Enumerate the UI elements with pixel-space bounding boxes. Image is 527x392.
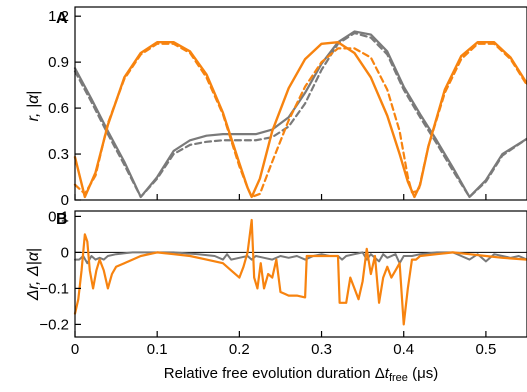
panel-a-ytick-label: 0: [61, 192, 69, 209]
panel-b-label: B: [56, 211, 68, 228]
panel-a-ytick-label: 0.6: [48, 100, 69, 117]
panel-a-series: [73, 30, 527, 199]
panel-b-xtick-label: 0.4: [393, 341, 414, 358]
panel-b-xtick-label: 0: [71, 341, 79, 358]
panel-a-frame: [74, 6, 527, 201]
panel-b-ylabel: Δr, Δ|α|: [25, 248, 42, 301]
panel-b: B −0.2−0.100.10 0.1 0.2 0.3 0.4 0.5 Δr, Δ|α| …: [25, 208, 527, 384]
panel-a-ticks: 0 0.3 0.6 0.9 1.2: [48, 8, 487, 209]
panel-b-xtick-label: 0.3: [311, 341, 332, 358]
panel-b-xtick-label: 0.1: [147, 341, 168, 358]
panel-a-label: A: [56, 10, 68, 27]
panel-b-ticks: −0.2 −0.1 0 0.1 0 0.1 0.2 0.3 0.4 0.5: [39, 208, 496, 358]
panel-a-ylabel: r, |α|: [25, 91, 42, 122]
panel-b-series-1-line: [73, 218, 527, 326]
panel-b-xtick-label: 0.5: [475, 341, 496, 358]
panel-b-series: [73, 218, 527, 326]
panel-a: A 0 0.3 0.6 0.9 1.2 r, |α|: [25, 6, 527, 209]
panel-b-ytick-label: 0.1: [48, 208, 69, 225]
panel-b-frame: [74, 210, 527, 338]
panel-b-ytick-label: −0.2: [39, 316, 69, 333]
panel-b-ytick-label: −0.1: [39, 280, 69, 297]
panel-a-ytick-label: 1.2: [48, 8, 69, 25]
panel-a-series-1-line: [73, 30, 527, 199]
panel-b-xtick-label: 0.2: [229, 341, 250, 358]
panel-a-ytick-label: 0.9: [48, 54, 69, 71]
panel-b-ytick-label: 0: [61, 244, 69, 261]
panel-a-series-3-line: [73, 41, 527, 199]
panel-a-ytick-label: 0.3: [48, 146, 69, 163]
panel-b-xlabel: Relative free evolution duration Δtfree …: [164, 365, 438, 384]
